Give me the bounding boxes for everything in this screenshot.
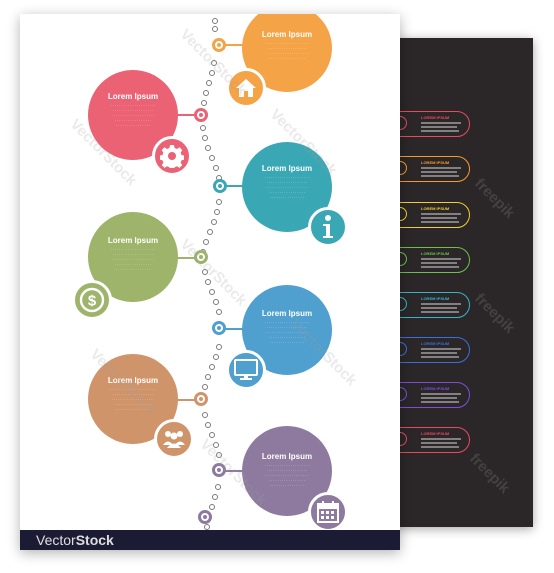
timeline-node [212,38,226,52]
home-icon [226,68,266,108]
step-title: Lorem Ipsum [107,92,159,101]
timeline-node [212,463,226,477]
calendar-icon [308,492,348,532]
step-title: Lorem Ipsum [107,236,159,245]
step-circle: Lorem Ipsum · · · · · · · · · · · · · · … [88,212,178,302]
step-title: Lorem Ipsum [261,309,313,318]
step-title: Lorem Ipsum [107,376,159,385]
gear-icon [152,136,192,176]
step-title: Lorem Ipsum [261,30,313,39]
info-icon [308,207,348,247]
timeline-node [213,179,227,193]
step-title: Lorem Ipsum [261,164,313,173]
footer-brand: VectorStock [36,532,114,548]
footer-bar: VectorStock [20,530,400,550]
dark-preview-row: LOREM IPSUM [386,156,470,182]
timeline-node [194,392,208,406]
people-icon [154,419,194,459]
vectorstock-watermark: VectorStock [176,235,251,310]
step-title: Lorem Ipsum [261,452,313,461]
step-circle: Lorem Ipsum · · · · · · · · · · · · · · … [242,14,332,92]
svg-text:$: $ [88,293,97,310]
infographic-sheet: Lorem Ipsum · · · · · · · · · · · · · · … [20,14,400,550]
monitor-icon [226,350,266,390]
timeline-node [194,108,208,122]
timeline-end-node [198,510,212,524]
dollar-icon: $ [72,280,112,320]
timeline-node [194,250,208,264]
timeline-node [212,321,226,335]
